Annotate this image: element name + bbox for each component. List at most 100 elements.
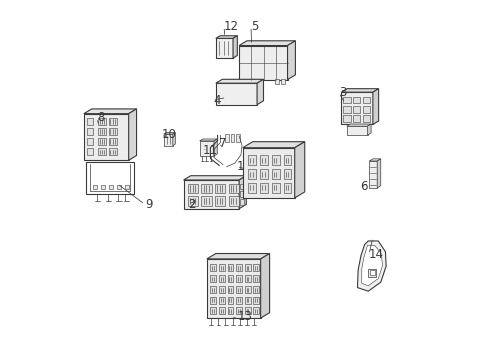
Text: 1: 1 (236, 160, 244, 173)
Bar (117, 185, 121, 189)
Polygon shape (239, 45, 287, 80)
Text: 7: 7 (218, 136, 226, 149)
Bar (253, 307, 259, 315)
Bar (253, 297, 259, 304)
Polygon shape (214, 139, 217, 156)
Bar (98, 118, 106, 125)
Bar (245, 79, 249, 84)
Polygon shape (183, 176, 246, 180)
Bar (236, 297, 242, 304)
Bar (86, 138, 93, 145)
Polygon shape (233, 36, 237, 58)
Bar (219, 264, 224, 271)
Bar (236, 286, 242, 293)
Bar (219, 286, 224, 293)
Polygon shape (83, 114, 128, 160)
Polygon shape (287, 41, 295, 80)
Text: 6: 6 (360, 180, 367, 193)
Bar (230, 134, 234, 142)
Polygon shape (239, 176, 246, 209)
Text: 4: 4 (213, 94, 221, 107)
Polygon shape (346, 124, 370, 126)
Polygon shape (206, 253, 269, 259)
Bar (93, 185, 97, 189)
Bar (241, 79, 244, 84)
Polygon shape (172, 132, 175, 145)
Polygon shape (260, 253, 269, 318)
Bar (281, 79, 285, 84)
Polygon shape (257, 79, 263, 105)
Bar (250, 79, 254, 84)
Bar (201, 197, 211, 206)
Text: 12: 12 (224, 20, 239, 33)
Bar (271, 169, 279, 179)
Bar (343, 106, 350, 113)
Bar (227, 275, 233, 282)
Bar (260, 183, 267, 193)
Bar (367, 269, 375, 277)
Text: 10: 10 (161, 127, 176, 141)
Polygon shape (199, 141, 214, 156)
Text: 14: 14 (368, 248, 383, 261)
Bar (109, 148, 117, 155)
Bar (369, 270, 374, 275)
Bar (283, 169, 291, 179)
Bar (227, 264, 233, 271)
Polygon shape (346, 126, 367, 135)
Bar (215, 184, 224, 193)
Bar (247, 169, 255, 179)
Bar (109, 118, 117, 125)
Bar (240, 199, 244, 205)
Text: 9: 9 (144, 198, 152, 211)
Bar (274, 79, 278, 84)
Bar (253, 264, 259, 271)
Bar (228, 184, 238, 193)
Polygon shape (376, 159, 380, 188)
Bar (244, 307, 250, 315)
Text: 3: 3 (338, 86, 346, 99)
Bar (260, 169, 267, 179)
Bar (236, 264, 242, 271)
Polygon shape (215, 83, 257, 105)
Bar (260, 155, 267, 165)
Bar (219, 297, 224, 304)
Polygon shape (163, 134, 172, 145)
Polygon shape (361, 245, 382, 286)
Polygon shape (239, 41, 295, 45)
Polygon shape (128, 109, 136, 160)
Bar (98, 148, 106, 155)
Bar (210, 297, 216, 304)
Polygon shape (367, 124, 370, 135)
Bar (236, 275, 242, 282)
Polygon shape (83, 109, 136, 114)
Polygon shape (294, 142, 304, 198)
Bar (101, 185, 105, 189)
Polygon shape (215, 36, 237, 39)
Bar (352, 106, 360, 113)
Bar (283, 183, 291, 193)
Bar (210, 307, 216, 315)
Bar (219, 307, 224, 315)
Bar (343, 116, 350, 122)
Bar (283, 155, 291, 165)
Bar (124, 185, 129, 189)
Polygon shape (215, 79, 263, 83)
Bar (210, 264, 216, 271)
Bar (240, 192, 244, 197)
Bar (343, 97, 350, 103)
Text: 13: 13 (238, 310, 252, 324)
Bar (187, 197, 198, 206)
Bar (86, 128, 93, 135)
Polygon shape (357, 241, 386, 291)
Bar (352, 97, 360, 103)
Bar (352, 116, 360, 122)
Bar (215, 197, 224, 206)
Bar (240, 184, 244, 189)
Bar (86, 118, 93, 125)
Bar (244, 297, 250, 304)
Bar (228, 197, 238, 206)
Polygon shape (242, 142, 304, 148)
Polygon shape (183, 180, 239, 209)
Text: 8: 8 (97, 112, 104, 125)
Bar (109, 128, 117, 135)
